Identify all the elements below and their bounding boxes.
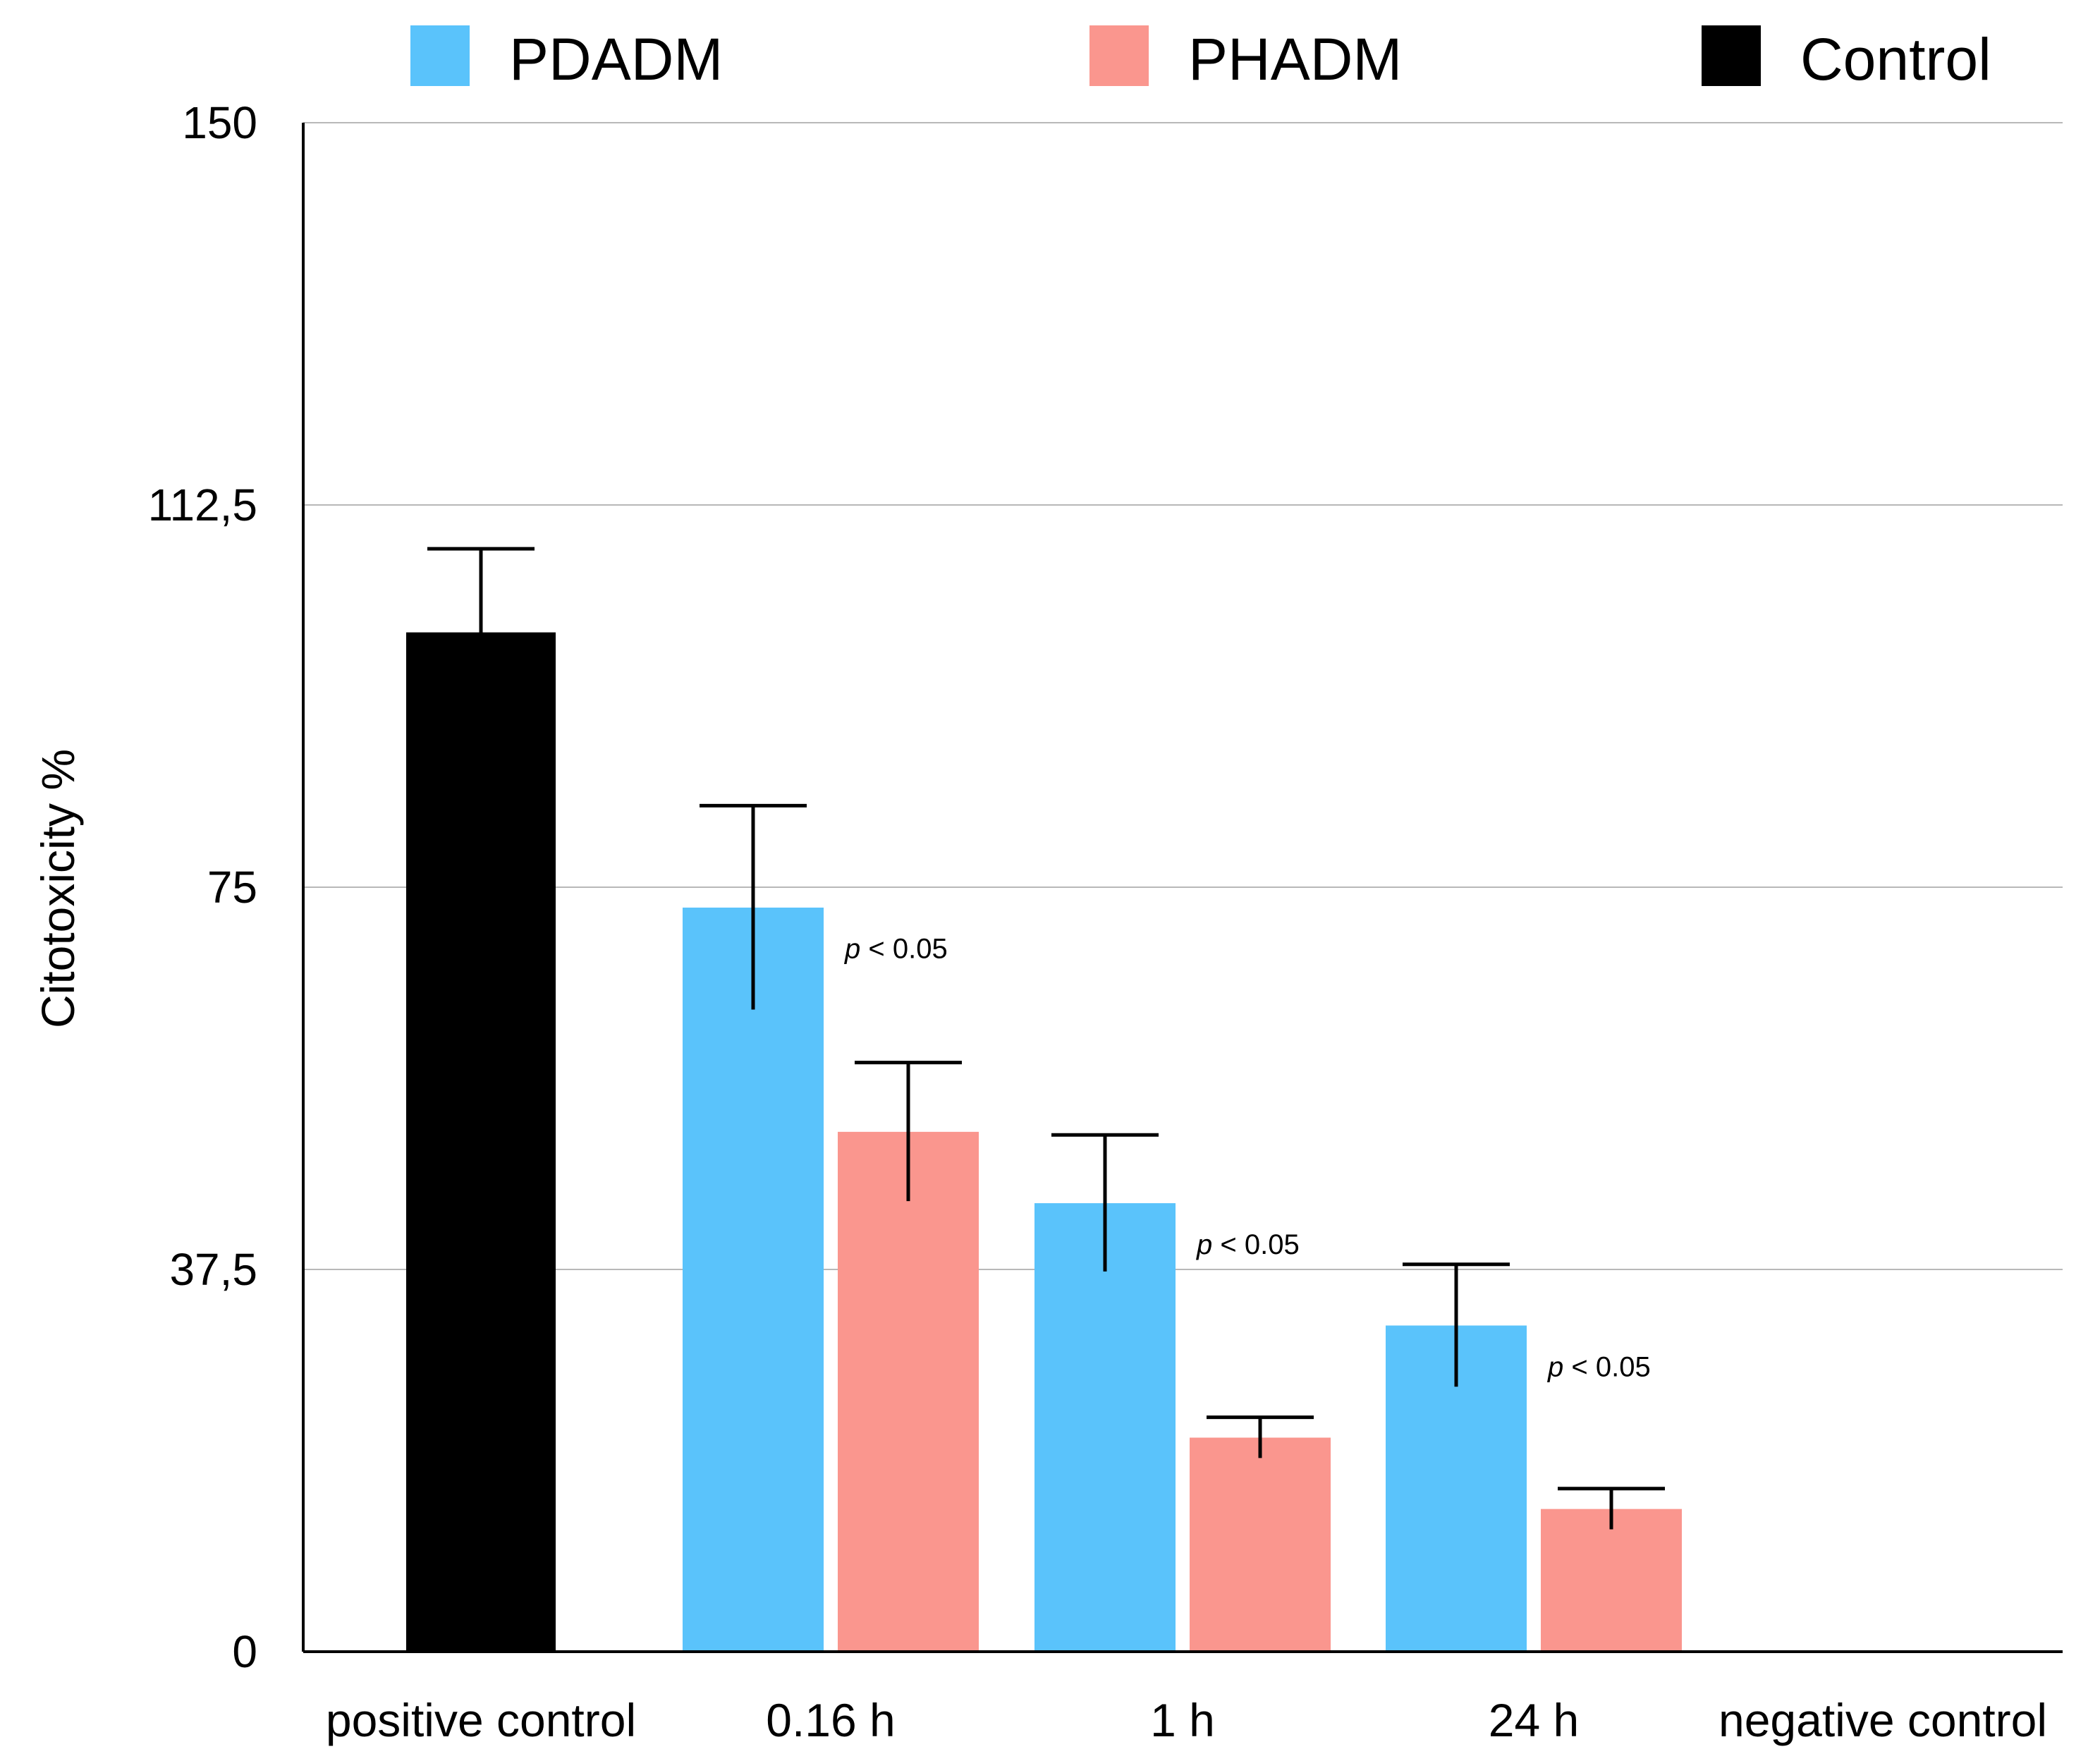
bar-pdadm [683,907,824,1652]
significance-annotation: p < 0.05 [844,934,948,965]
legend: PDADM PHADM Control [410,25,1991,92]
grid-lines [303,122,2063,1270]
bar-phadm [838,1131,979,1652]
x-category-label: 0.16 h [766,1694,896,1746]
y-tick-label: 75 [207,862,257,913]
significance-annotation: p < 0.05 [1547,1351,1651,1382]
y-tick-labels: 0 37,5 75 112,5 150 [148,97,257,1677]
x-category-label: 1 h [1150,1694,1215,1746]
bar-pdadm [1034,1203,1176,1652]
y-tick-label: 0 [232,1626,257,1677]
legend-label-pdadm: PDADM [509,26,723,92]
x-category-label: 24 h [1489,1694,1579,1746]
x-category-labels: positive control 0.16 h 1 h 24 h negative co… [326,1694,2047,1746]
annotations: p < 0.05 p < 0.05 p < 0.05 [844,934,1651,1383]
y-tick-label: 112,5 [148,480,257,530]
significance-annotation: p < 0.05 [1196,1229,1300,1260]
legend-swatch-control [1702,25,1761,86]
y-axis-title: Citotoxicity % [32,749,84,1028]
legend-label-control: Control [1800,26,1991,92]
bar-control [406,632,556,1652]
y-tick-label: 150 [182,97,257,148]
y-tick-label: 37,5 [169,1244,257,1295]
x-category-label: negative control [1719,1694,2047,1746]
x-category-label: positive control [326,1694,636,1746]
legend-swatch-phadm [1089,25,1149,86]
error-bars [427,547,1665,1530]
bars [406,632,1682,1652]
bar-phadm [1541,1509,1682,1652]
legend-label-phadm: PHADM [1188,26,1402,92]
bar-phadm [1190,1437,1331,1652]
legend-swatch-pdadm [410,25,470,86]
